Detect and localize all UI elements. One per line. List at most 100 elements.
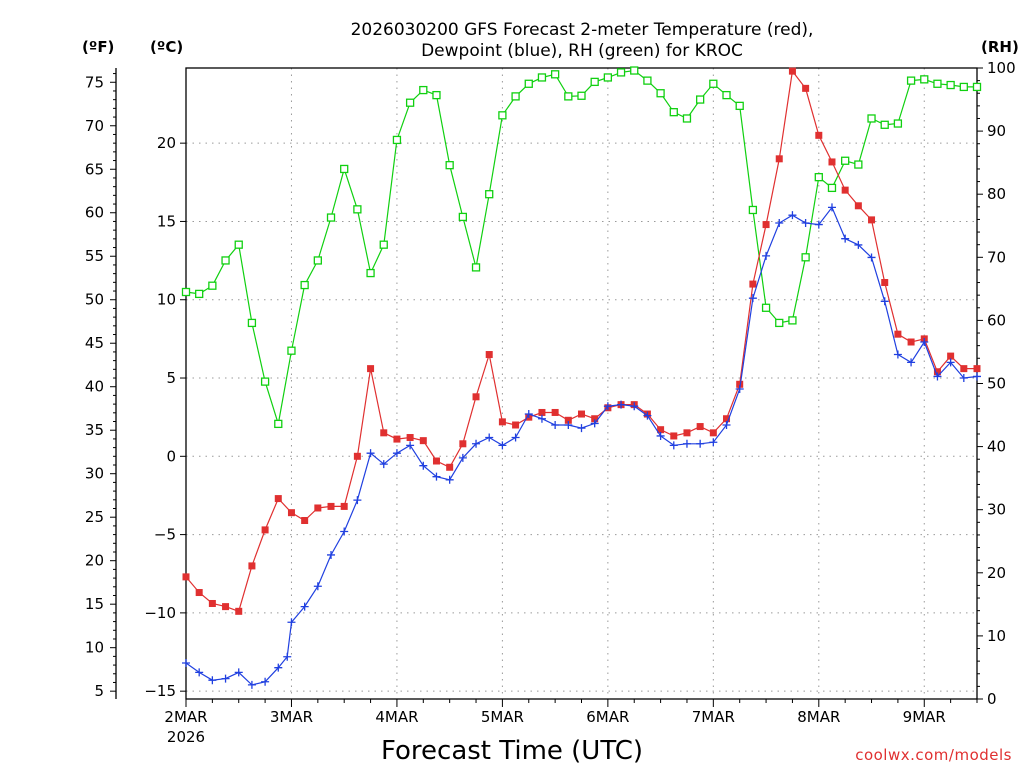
- fahrenheit-tick-label: 30: [85, 465, 104, 483]
- temperature-point: [894, 330, 902, 338]
- temperature-point: [933, 368, 941, 376]
- temperature-point: [762, 221, 770, 229]
- rh-point: [722, 90, 731, 100]
- time-tick-label: 9MAR: [903, 708, 946, 726]
- rh-point: [564, 92, 573, 101]
- rh-point: [379, 240, 388, 249]
- dewpoint-point: [445, 475, 454, 484]
- time-axis: 2MAR 3MAR 4MAR 5MAR 6MAR 7MAR 8MAR 9MAR 2026: [164, 699, 978, 746]
- temperature-point: [723, 415, 731, 423]
- dewpoint-point: [392, 449, 401, 458]
- time-tick-label: 4MAR: [375, 708, 418, 726]
- rh-point: [274, 419, 283, 429]
- time-tick-label: 6MAR: [586, 708, 629, 726]
- dewpoint-point: [340, 527, 349, 536]
- dewpoint-point: [234, 668, 243, 677]
- dewpoint-point: [432, 472, 441, 481]
- dewpoint-point: [841, 234, 850, 243]
- fahrenheit-tick-label: 15: [85, 595, 104, 613]
- fahrenheit-tick-label: 65: [85, 160, 104, 178]
- rh-point: [841, 156, 850, 165]
- fahrenheit-tick-label: 55: [85, 247, 104, 265]
- rh-point: [208, 281, 217, 290]
- temperature-point: [208, 599, 216, 607]
- rh-point: [234, 240, 243, 249]
- rh-tick-label: 0: [987, 690, 997, 708]
- chart-title-line1: 2026030200 GFS Forecast 2-meter Temperat…: [351, 20, 814, 40]
- temperature-point: [828, 158, 836, 166]
- rh-point: [366, 268, 375, 278]
- temperature-point: [709, 429, 717, 437]
- temperature-point: [736, 380, 744, 388]
- rh-tick-label: 100: [987, 59, 1016, 77]
- temperature-point: [696, 423, 704, 431]
- dewpoint-point: [283, 652, 292, 661]
- rh-point: [260, 377, 270, 386]
- rh-point: [181, 287, 191, 297]
- dewpoint-point: [933, 372, 942, 381]
- dewpoint-point: [814, 220, 823, 229]
- rh-point: [485, 190, 494, 199]
- temperature-point: [564, 416, 572, 424]
- time-tick-label: 5MAR: [481, 708, 524, 726]
- rh-point: [287, 346, 296, 355]
- temperature-point: [815, 131, 823, 139]
- time-tick-label: 7MAR: [692, 708, 735, 726]
- dewpoint-point: [261, 677, 270, 686]
- dewpoint-point: [524, 410, 533, 419]
- dewpoint-point: [946, 358, 955, 367]
- temperature-point: [881, 279, 889, 287]
- dewpoint-point: [682, 439, 691, 448]
- dewpoint-point: [722, 420, 731, 429]
- rh-point: [524, 79, 533, 88]
- time-tick-label: 3MAR: [270, 708, 313, 726]
- temperature-point: [274, 495, 282, 503]
- temperature-point: [802, 84, 810, 92]
- celsius-tick-label: −10: [144, 604, 176, 622]
- rh-point: [775, 318, 784, 328]
- rh-point: [458, 212, 468, 222]
- series-layer: [181, 66, 982, 689]
- temperature-point: [854, 202, 862, 210]
- rh-point: [471, 263, 481, 272]
- dewpoint-point: [669, 441, 678, 450]
- dewpoint-point: [775, 219, 784, 228]
- rh-point: [748, 205, 758, 215]
- temperature-point: [353, 452, 361, 460]
- dewpoint-point: [379, 460, 388, 469]
- dewpoint-point: [867, 253, 876, 262]
- dewpoint-point: [472, 439, 481, 448]
- dewpoint-point: [366, 449, 375, 458]
- rh-point: [972, 82, 982, 92]
- temperature-point: [182, 573, 190, 581]
- dewpoint-point: [696, 439, 705, 448]
- dewpoint-point: [801, 219, 810, 228]
- rh-tick-label: 90: [987, 122, 1006, 140]
- rh-point: [959, 82, 968, 92]
- rh-tick-label: 50: [987, 375, 1006, 393]
- celsius-tick-label: 15: [157, 212, 176, 230]
- fahrenheit-axis: 5 10 15 20 25 30 35 40 45 50 55 60 65 70 75: [85, 73, 116, 700]
- rh-point: [920, 75, 929, 84]
- celsius-axis: −15 −10 −5 0 5 10 15 20: [144, 134, 186, 700]
- temperature-point: [960, 365, 968, 373]
- temperature-series: [182, 67, 981, 615]
- fahrenheit-tick-label: 25: [85, 508, 104, 526]
- temperature-point: [340, 502, 348, 510]
- rh-point: [854, 160, 863, 169]
- chart-title-line2: Dewpoint (blue), RH (green) for KROC: [421, 41, 743, 61]
- fahrenheit-tick-label: 50: [85, 291, 104, 309]
- rh-point: [195, 289, 204, 299]
- dewpoint-point: [458, 453, 467, 462]
- fahrenheit-tick-label: 45: [85, 334, 104, 352]
- rh-point: [643, 76, 652, 85]
- fahrenheit-unit-label: (ºF): [82, 38, 114, 56]
- temperature-point: [788, 67, 796, 75]
- temperature-point: [670, 432, 678, 440]
- dewpoint-line: [185, 206, 978, 686]
- fahrenheit-tick-label: 10: [85, 639, 104, 657]
- rh-unit-label: (RH): [981, 38, 1019, 56]
- rh-point: [603, 73, 613, 82]
- rh-point: [630, 66, 639, 75]
